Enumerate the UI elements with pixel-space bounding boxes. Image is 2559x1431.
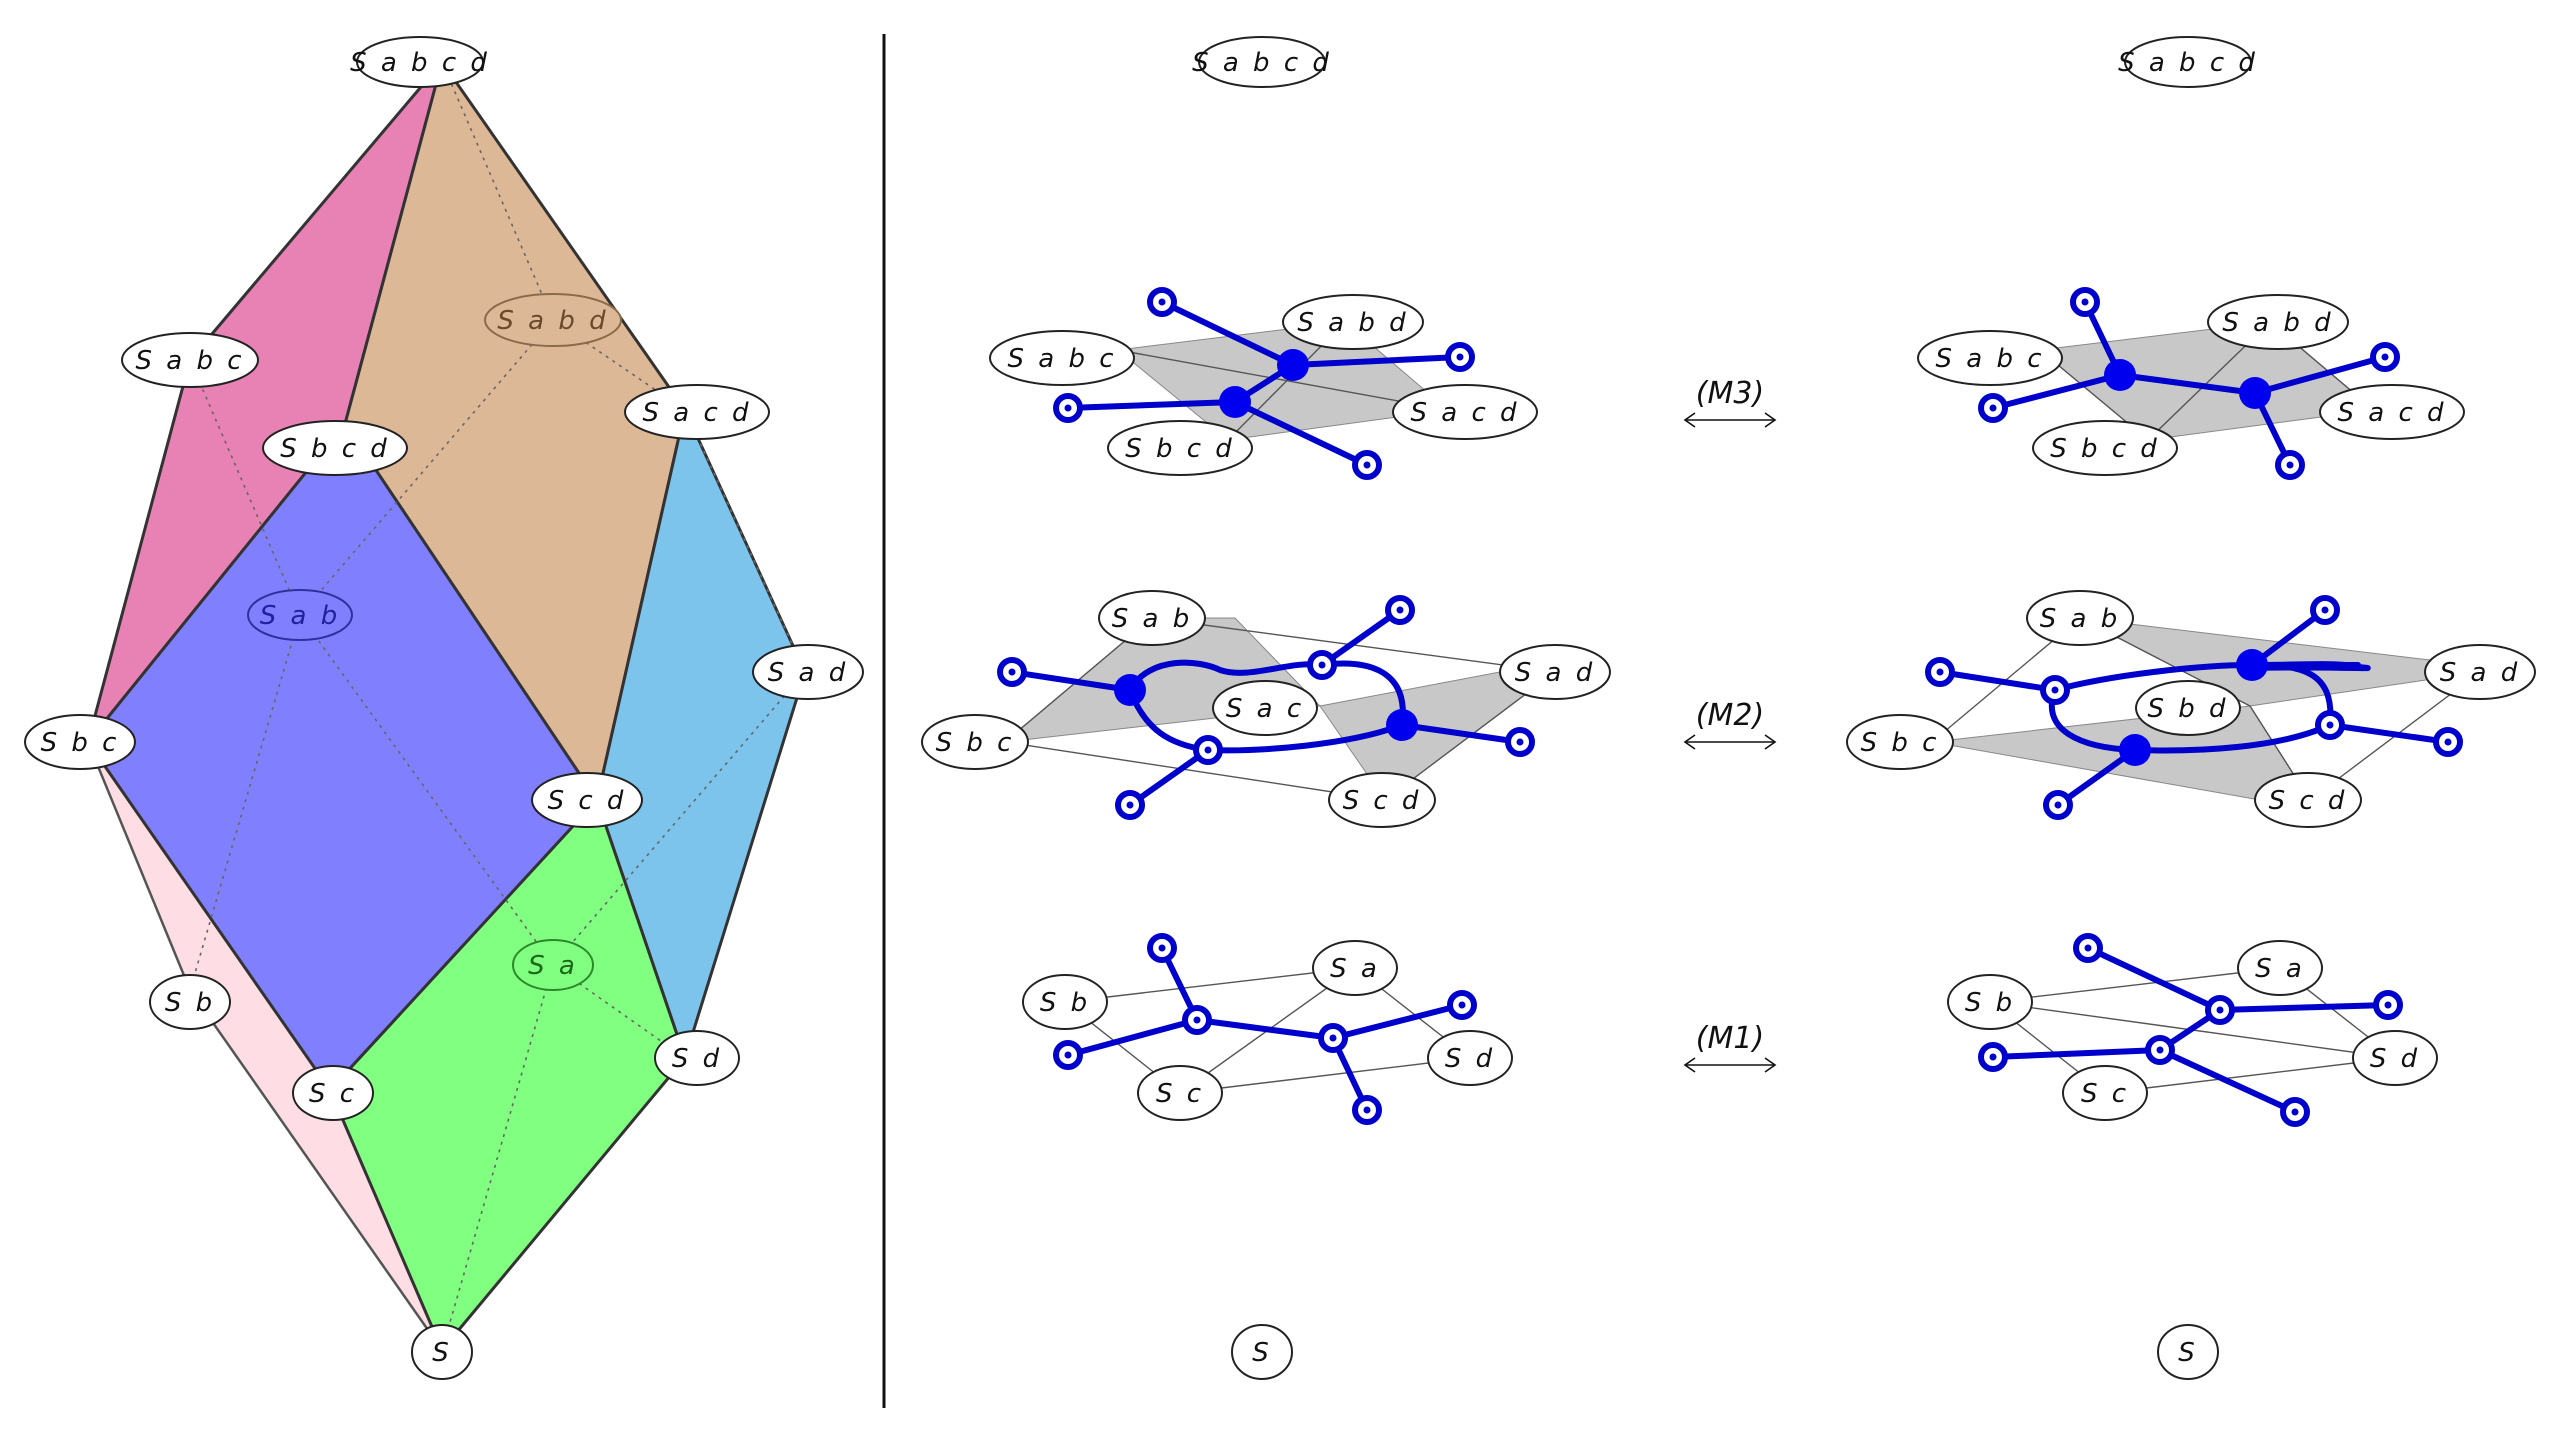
- svg-text:S b c d: S b c d: [2050, 434, 2160, 464]
- svg-text:S a d: S a d: [1515, 658, 1595, 688]
- svg-text:S d: S d: [2370, 1044, 2420, 1074]
- svg-text:S: S: [432, 1338, 452, 1368]
- svg-text:S d: S d: [1445, 1044, 1495, 1074]
- move-m1-left: S b S a S c S d: [1022, 933, 1513, 1125]
- move-m2-arrow: (M2): [1683, 698, 1777, 750]
- node-sbc: S b c: [24, 714, 136, 770]
- node-sabd: S a b d: [484, 293, 622, 347]
- svg-text:S a b c: S a b c: [1935, 344, 2044, 374]
- node-sb: S b: [149, 974, 231, 1030]
- move-m1-right: S b S a S c S d: [1947, 933, 2438, 1127]
- node-scd: S c d: [531, 772, 643, 828]
- svg-text:S a b: S a b: [2040, 604, 2120, 634]
- svg-text:S a c: S a c: [1226, 694, 1304, 724]
- svg-text:(M1): (M1): [1696, 1021, 1764, 1056]
- svg-text:S: S: [1252, 1338, 1272, 1368]
- svg-text:S b: S b: [165, 988, 215, 1018]
- svg-text:S a b d: S a b d: [497, 306, 608, 336]
- svg-text:S a b d: S a b d: [2222, 308, 2333, 338]
- bottom-label-left: S: [1231, 1324, 1293, 1380]
- top-label-right: S a b c d: [2118, 36, 2258, 88]
- svg-text:S a d: S a d: [2440, 658, 2520, 688]
- polytope: S a b c d S a b c S a b d S b c d S a c …: [24, 36, 864, 1380]
- svg-text:S a b d: S a b d: [1297, 308, 1408, 338]
- move-m3-left: S a b c S a b d S a c d S b c d: [989, 287, 1538, 480]
- svg-text:S a: S a: [528, 951, 578, 981]
- svg-text:S a b c: S a b c: [135, 346, 244, 376]
- svg-text:S a: S a: [1330, 954, 1380, 984]
- svg-text:S a b: S a b: [260, 601, 340, 631]
- svg-text:(M3): (M3): [1696, 376, 1764, 411]
- svg-text:S a b c d: S a b c d: [350, 48, 490, 78]
- svg-text:S a b c: S a b c: [1007, 344, 1116, 374]
- node-sacd: S a c d: [624, 384, 770, 440]
- move-m3-arrow: (M3): [1683, 376, 1777, 428]
- svg-text:S c: S c: [1156, 1079, 1204, 1109]
- svg-text:S b c: S b c: [41, 728, 120, 758]
- svg-text:S c d: S c d: [548, 786, 627, 816]
- svg-text:S c d: S c d: [1343, 786, 1422, 816]
- svg-text:(M2): (M2): [1696, 698, 1764, 733]
- svg-text:S c d: S c d: [2269, 786, 2348, 816]
- move-m2-left: S a b S a d S a c S b c S c d: [921, 590, 1611, 828]
- svg-text:S a c d: S a c d: [1410, 398, 1519, 428]
- svg-text:S a c d: S a c d: [642, 398, 751, 428]
- svg-text:S c: S c: [309, 1079, 357, 1109]
- bottom-label-right: S: [2157, 1324, 2219, 1380]
- move-m2-right: S a b S a d S b d S b c S c d: [1846, 590, 2536, 828]
- move-m1-arrow: (M1): [1683, 1021, 1777, 1073]
- node-sd: S d: [654, 1030, 740, 1086]
- svg-text:S b: S b: [1040, 988, 1090, 1018]
- node-sabcd: S a b c d: [350, 36, 490, 88]
- node-sabc: S a b c: [121, 332, 259, 388]
- svg-text:S: S: [2178, 1338, 2198, 1368]
- svg-text:S b c d: S b c d: [280, 434, 390, 464]
- node-sa: S a: [512, 939, 594, 991]
- svg-text:S c: S c: [2081, 1079, 2129, 1109]
- svg-text:S b c d: S b c d: [1125, 434, 1235, 464]
- polytope-nodes: S a b c d S a b c S a b d S b c d S a c …: [24, 36, 864, 1380]
- svg-text:S a c d: S a c d: [2337, 398, 2446, 428]
- node-sc: S c: [292, 1065, 374, 1121]
- svg-text:S a b c d: S a b c d: [2118, 48, 2258, 78]
- svg-text:S a: S a: [2255, 954, 2305, 984]
- svg-text:S a b: S a b: [1112, 604, 1192, 634]
- svg-text:S b d: S b d: [2147, 694, 2228, 724]
- svg-text:S a b c d: S a b c d: [1192, 48, 1332, 78]
- node-sbcd: S b c d: [262, 420, 408, 476]
- node-s: S: [411, 1324, 473, 1380]
- node-sad: S a d: [752, 644, 864, 700]
- svg-text:S d: S d: [672, 1044, 722, 1074]
- svg-text:S b: S b: [1965, 988, 2015, 1018]
- top-label-left: S a b c d: [1192, 36, 1332, 88]
- svg-text:S b c: S b c: [936, 728, 1015, 758]
- svg-text:S b c: S b c: [1861, 728, 1940, 758]
- move-m3-right: S a b c S a b d S a c d S b c d: [1917, 287, 2465, 480]
- svg-text:S a d: S a d: [768, 658, 848, 688]
- node-sab: S a b: [247, 589, 353, 641]
